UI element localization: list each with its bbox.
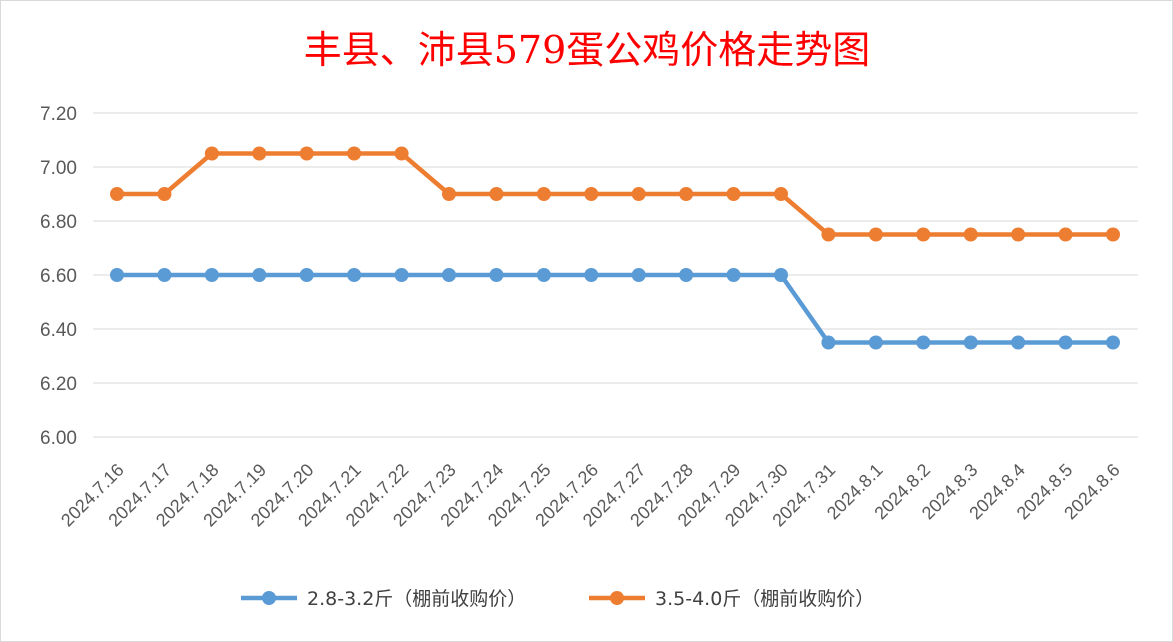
legend: 2.8-3.2斤（棚前收购价） 3.5-4.0斤（棚前收购价） xyxy=(241,588,874,610)
data-point xyxy=(679,187,694,201)
legend-label: 3.5-4.0斤（棚前收购价） xyxy=(655,588,874,610)
y-tick-label: 6.00 xyxy=(40,428,77,449)
data-point xyxy=(584,187,599,201)
data-point xyxy=(774,268,788,282)
data-point xyxy=(1011,335,1026,350)
data-point xyxy=(774,187,788,201)
data-point xyxy=(536,187,551,201)
y-tick-label: 7.20 xyxy=(40,104,77,125)
data-point xyxy=(252,268,267,282)
chart-title: 丰县、沛县579蛋公鸡价格走势图 xyxy=(304,28,871,72)
data-point xyxy=(299,268,314,282)
y-tick-label: 6.40 xyxy=(40,320,77,341)
x-axis-ticks: 2024.7.162024.7.172024.7.182024.7.192024… xyxy=(57,460,1124,531)
data-point xyxy=(489,268,504,282)
data-point xyxy=(110,187,124,201)
legend-item: 3.5-4.0斤（棚前收购价） xyxy=(589,588,874,610)
data-point xyxy=(726,268,741,282)
data-point xyxy=(347,146,362,161)
data-point xyxy=(1058,335,1073,350)
y-tick-label: 6.80 xyxy=(40,212,77,233)
data-point xyxy=(394,268,409,282)
data-point xyxy=(536,268,551,282)
data-point xyxy=(916,227,931,242)
data-point xyxy=(442,187,456,201)
series-line xyxy=(114,272,1116,345)
data-point xyxy=(916,335,931,350)
data-point xyxy=(204,268,219,282)
data-point xyxy=(868,227,883,242)
data-point xyxy=(157,268,172,282)
data-point xyxy=(631,187,646,201)
data-point xyxy=(584,268,599,282)
data-point xyxy=(394,146,409,161)
series-line xyxy=(114,151,1116,237)
legend-swatch-marker xyxy=(262,591,276,605)
data-point xyxy=(868,335,883,350)
legend-item: 2.8-3.2斤（棚前收购价） xyxy=(241,588,526,610)
data-point xyxy=(157,187,172,201)
data-point xyxy=(821,335,836,350)
data-point xyxy=(347,268,362,282)
data-point xyxy=(1106,227,1120,242)
data-point xyxy=(299,146,314,161)
y-tick-label: 6.20 xyxy=(40,374,77,395)
legend-label: 2.8-3.2斤（棚前收购价） xyxy=(307,588,526,610)
y-tick-label: 7.00 xyxy=(40,158,77,179)
series-1 xyxy=(110,268,1120,350)
data-point xyxy=(821,227,836,242)
data-point xyxy=(252,146,267,161)
data-point xyxy=(963,335,978,350)
data-point xyxy=(110,268,124,282)
series-lines xyxy=(110,146,1120,350)
data-point xyxy=(726,187,741,201)
legend-swatch-marker xyxy=(610,591,624,605)
series-2 xyxy=(110,146,1120,242)
data-point xyxy=(1106,335,1120,350)
data-point xyxy=(631,268,646,282)
data-point xyxy=(679,268,694,282)
data-point xyxy=(204,146,219,161)
y-tick-label: 6.60 xyxy=(40,266,77,287)
data-point xyxy=(489,187,504,201)
data-point xyxy=(963,227,978,242)
y-axis-ticks: 6.00 6.20 6.40 6.60 6.80 7.00 7.20 xyxy=(40,104,77,449)
data-point xyxy=(1058,227,1073,242)
data-point xyxy=(442,268,456,282)
data-point xyxy=(1011,227,1026,242)
